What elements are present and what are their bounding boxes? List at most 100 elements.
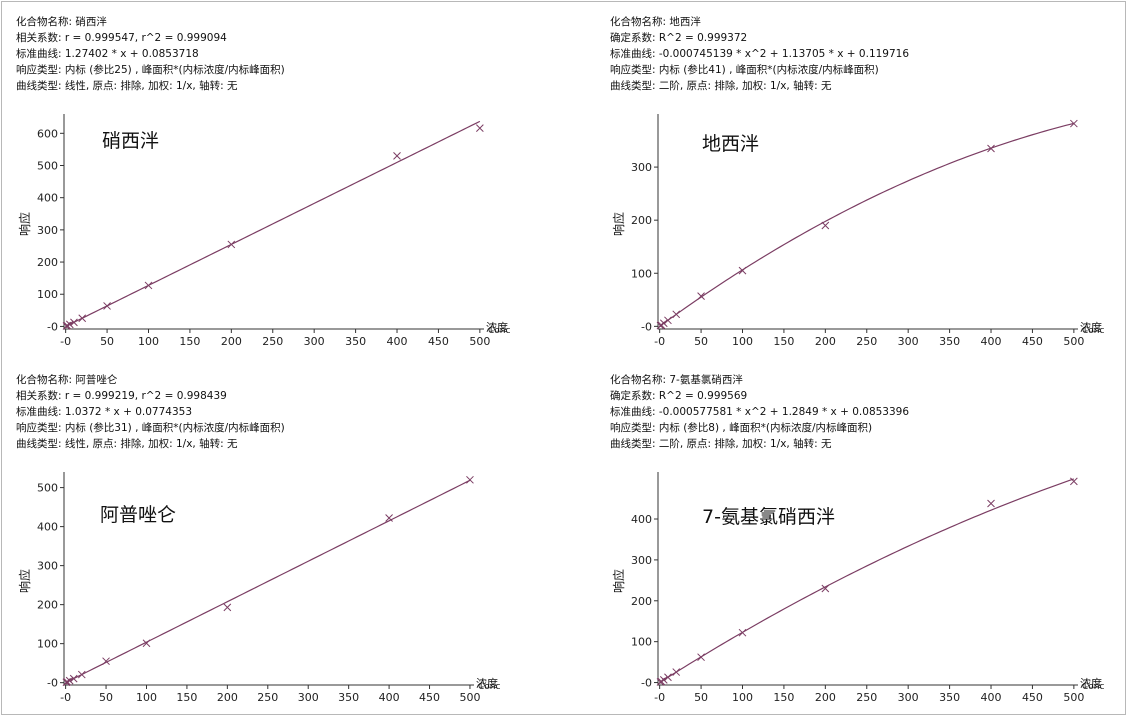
x-axis-label-conc: Conc	[488, 326, 511, 336]
y-tick-label: -0	[641, 320, 652, 333]
x-tick-label: -0	[60, 335, 71, 348]
data-point	[65, 676, 74, 685]
compound-name: 7-氨基氯硝西泮	[702, 506, 835, 528]
data-point	[69, 674, 78, 683]
x-tick-label: 100	[136, 691, 157, 704]
y-tick-label: 400	[37, 192, 58, 205]
compound-info: 化合物名称: 硝西泮 相关系数: r = 0.999547, r^2 = 0.99…	[16, 14, 285, 94]
x-tick-label: 150	[176, 691, 197, 704]
info-line: 化合物名称: 阿普唑仑	[16, 374, 118, 386]
y-tick-label: 100	[631, 636, 652, 649]
x-tick-label: 250	[257, 691, 278, 704]
info-line: 标准曲线: -0.000577581 * x^2 + 1.2849 * x + …	[610, 406, 910, 418]
compound-info: 化合物名称: 7-氨基氯硝西泮 确定系数: R^2 = 0.999569 标准曲线:…	[610, 372, 909, 452]
y-tick-label: -0	[47, 677, 58, 690]
data-point	[393, 151, 401, 160]
info-line: 标准曲线: 1.27402 * x + 0.0853718	[16, 48, 199, 60]
x-tick-label: 250	[856, 335, 877, 348]
data-point	[738, 266, 747, 275]
calibration-plot: -0 50 100 150 200 250 300 350 400 450 500 -0 100 200 3…	[631, 114, 1084, 348]
y-tick-label: 400	[37, 521, 58, 534]
data-point	[697, 653, 705, 662]
data-point	[659, 319, 668, 328]
y-tick-label: 500	[37, 159, 58, 172]
info-line: 标准曲线: -0.000745139 * x^2 + 1.13705 * x +…	[610, 48, 910, 60]
x-tick-label: 300	[898, 335, 919, 348]
y-tick-label: 200	[37, 599, 58, 612]
data-point	[227, 240, 236, 249]
x-tick-label: 450	[419, 691, 440, 704]
x-tick-label: 150	[773, 335, 794, 348]
compound-name: 阿普唑仑	[100, 504, 177, 526]
data-point	[63, 321, 72, 330]
data-point	[1070, 477, 1078, 486]
x-tick-label: 350	[345, 335, 366, 348]
data-point	[385, 514, 393, 522]
info-line: 化合物名称: 硝西泮	[16, 16, 107, 28]
x-tick-label: 50	[100, 335, 114, 348]
x-axis-label-conc: Conc	[478, 682, 501, 692]
x-tick-label: 200	[815, 691, 836, 704]
info-line: 响应类型: 内标 (参比31) , 峰面积*(内标浓度/内标峰面积)	[16, 422, 285, 434]
info-line: 相关系数: r = 0.999219, r^2 = 0.998439	[16, 390, 227, 402]
data-point	[476, 124, 484, 133]
x-tick-label: 500	[1063, 691, 1084, 704]
calibration-plot: -0 50 100 150 200 250 300 350 400 450 500 -0 100 200 3…	[631, 472, 1084, 704]
data-point	[63, 677, 72, 686]
data-point	[659, 676, 668, 684]
y-tick-label: -0	[47, 320, 58, 333]
fit-curve	[659, 122, 1075, 327]
x-tick-label: 500	[459, 691, 480, 704]
x-axis-label: 浓度	[1080, 321, 1102, 334]
data-point	[697, 292, 705, 300]
info-line: 化合物名称: 7-氨基氯硝西泮	[610, 374, 743, 386]
x-tick-label: 50	[694, 335, 708, 348]
data-point	[987, 499, 995, 508]
y-axis-label: 响应	[612, 211, 626, 236]
data-point	[102, 657, 110, 666]
x-tick-label: 400	[379, 691, 400, 704]
y-axis-label: 响应	[612, 568, 626, 593]
x-tick-label: -0	[654, 691, 665, 704]
y-tick-label: -0	[641, 677, 652, 690]
data-point	[65, 320, 74, 329]
x-tick-label: 100	[138, 335, 159, 348]
calibration-panel-3: -0 50 100 150 200 250 300 350 400 450 500 -0 100 200 3…	[4, 362, 564, 719]
x-tick-label: 450	[1022, 335, 1043, 348]
x-tick-label: -0	[654, 335, 665, 348]
calibration-panel-1: -0 50 100 150 200 250 300 350 400 450 500 -0 100 200 3…	[4, 4, 564, 361]
x-tick-label: 50	[99, 691, 113, 704]
info-line: 响应类型: 内标 (参比8) , 峰面积*(内标浓度/内标峰面积)	[610, 422, 873, 434]
y-tick-label: 300	[37, 224, 58, 237]
calibration-plot: -0 50 100 150 200 250 300 350 400 450 500 -0 100 200 3…	[37, 472, 480, 704]
calibration-plot: -0 50 100 150 200 250 300 350 400 450 500 -0 100 200 3…	[37, 114, 490, 348]
data-point	[466, 475, 474, 484]
x-axis-label: 浓度	[1080, 677, 1102, 690]
data-point	[664, 316, 672, 325]
data-point	[672, 310, 681, 319]
fit-curve	[65, 120, 481, 327]
y-tick-label: 100	[631, 267, 652, 280]
data-point	[821, 584, 830, 593]
x-axis-label: 浓度	[476, 677, 498, 690]
y-tick-label: 300	[631, 161, 652, 174]
x-tick-label: 400	[981, 335, 1002, 348]
compound-name: 硝西泮	[102, 130, 160, 152]
x-tick-label: 450	[428, 335, 449, 348]
x-tick-label: 450	[1022, 691, 1043, 704]
info-line: 响应类型: 内标 (参比41) , 峰面积*(内标浓度/内标峰面积)	[610, 64, 879, 76]
x-tick-label: 200	[815, 335, 836, 348]
compound-name: 地西泮	[702, 133, 760, 155]
data-point	[77, 670, 86, 679]
data-point	[103, 302, 111, 310]
fit-curve	[65, 479, 471, 684]
x-axis-label-conc: Conc	[1082, 326, 1105, 336]
info-line: 曲线类型: 二阶, 原点: 排除, 加权: 1/x, 轴转: 无	[610, 438, 832, 450]
y-tick-label: 400	[631, 513, 652, 526]
info-line: 确定系数: R^2 = 0.999569	[610, 390, 748, 402]
x-tick-label: 500	[1063, 335, 1084, 348]
data-point	[738, 628, 747, 637]
x-axis-label: 浓度	[486, 321, 508, 334]
x-tick-label: -0	[60, 691, 71, 704]
